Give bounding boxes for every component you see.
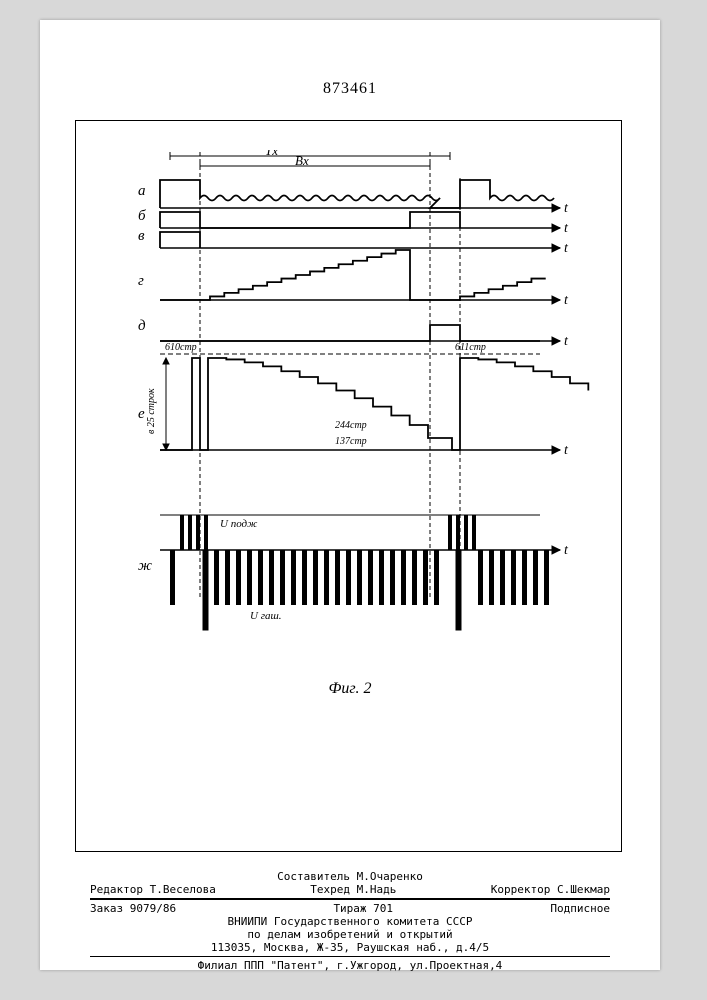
svg-text:в 25 строк: в 25 строк — [146, 388, 157, 434]
patent-number: 873461 — [40, 80, 660, 98]
credits-block: Составитель М.Очаренко Редактор Т.Весело… — [90, 870, 610, 972]
svg-text:а: а — [138, 183, 146, 199]
svg-text:611стр: 611стр — [455, 342, 486, 353]
figure-label: Фиг. 2 — [40, 680, 660, 698]
org2: по делам изобретений и открытий — [90, 928, 610, 941]
svg-text:ж: ж — [138, 558, 152, 574]
svg-text:е: е — [138, 406, 145, 422]
techred: Техред М.Надь — [310, 883, 396, 896]
svg-text:137стр: 137стр — [335, 436, 367, 447]
svg-text:t: t — [564, 221, 569, 236]
svg-text:t: t — [564, 293, 569, 308]
svg-text:t: t — [564, 443, 569, 458]
page: 873461 TxBxабвгдежttttt610стр611стрt244с… — [40, 20, 660, 970]
compiler: Составитель М.Очаренко — [90, 870, 610, 883]
editor: Редактор Т.Веселова — [90, 883, 216, 896]
corrector: Корректор С.Шекмар — [491, 883, 610, 896]
order: Заказ 9079/86 — [90, 902, 176, 915]
svg-text:д: д — [138, 318, 146, 334]
svg-text:г: г — [138, 273, 144, 289]
svg-text:244стр: 244стр — [335, 420, 367, 431]
svg-text:б: б — [138, 208, 146, 224]
svg-text:610стр: 610стр — [165, 342, 197, 353]
svg-text:t: t — [564, 201, 569, 216]
org1: ВНИИПИ Государственного комитета СССР — [90, 915, 610, 928]
address1: 113035, Москва, Ж-35, Раушская наб., д.4… — [90, 941, 610, 954]
svg-text:Tx: Tx — [265, 150, 278, 158]
svg-text:в: в — [138, 228, 145, 244]
tirazh: Тираж 701 — [333, 902, 393, 915]
svg-text:U подж: U подж — [220, 518, 258, 530]
svg-text:U гаш.: U гаш. — [250, 610, 282, 622]
branch: Филиал ППП "Патент", г.Ужгород, ул.Проек… — [90, 959, 610, 972]
svg-text:t: t — [564, 543, 569, 558]
svg-text:t: t — [564, 241, 569, 256]
svg-text:t: t — [564, 334, 569, 349]
svg-text:Bx: Bx — [295, 153, 309, 168]
subscription: Подписное — [550, 902, 610, 915]
timing-diagram: TxBxабвгдежttttt610стр611стрt244стр137ст… — [100, 150, 600, 670]
